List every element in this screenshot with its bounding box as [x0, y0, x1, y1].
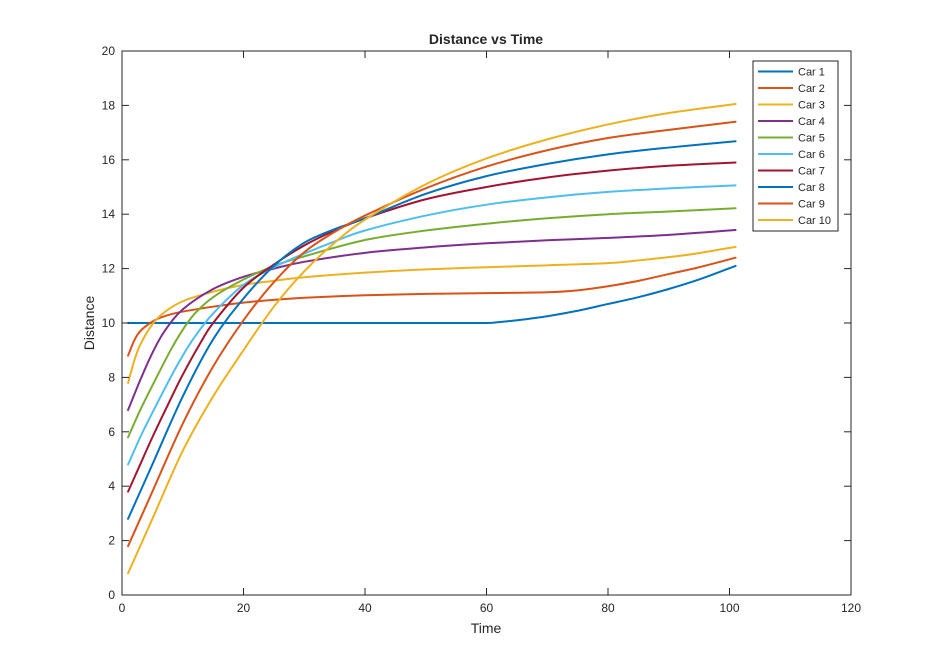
y-tick-label: 2	[108, 534, 115, 548]
series-line-7	[127, 161, 737, 493]
y-tick-label: 18	[102, 98, 116, 112]
legend-label: Car 9	[798, 199, 825, 211]
chart-title: Distance vs Time	[429, 31, 543, 47]
x-tick-label: 60	[480, 601, 494, 615]
legend-label: Car 10	[798, 215, 831, 227]
series-line-1	[127, 264, 737, 325]
series-line-8	[127, 140, 737, 520]
series-line-10	[127, 103, 737, 575]
legend-label: Car 1	[798, 67, 825, 79]
x-tick-label: 40	[358, 601, 372, 615]
x-tick-label: 120	[841, 601, 861, 615]
y-tick-label: 14	[102, 207, 116, 221]
x-axis: 0 20 40 60 80 100 120	[119, 51, 861, 615]
y-tick-label: 16	[102, 153, 116, 167]
series-line-9	[127, 120, 737, 548]
series-line-2	[127, 256, 737, 357]
x-tick-label: 100	[719, 601, 739, 615]
legend-box	[752, 60, 839, 232]
x-tick-label: 20	[237, 601, 251, 615]
series-line-6	[127, 184, 737, 466]
x-axis-label: Time	[471, 620, 502, 636]
legend-label: Car 6	[798, 149, 825, 161]
legend-label: Car 5	[798, 133, 825, 145]
series-line-4	[127, 228, 737, 412]
series-line-3	[127, 245, 737, 384]
legend-label: Car 3	[798, 100, 825, 112]
y-tick-label: 4	[108, 479, 115, 493]
series-layer	[127, 103, 737, 575]
legend-label: Car 7	[798, 166, 825, 178]
legend-label: Car 8	[798, 182, 825, 194]
x-tick-label: 0	[119, 601, 126, 615]
y-axis: 0 2 4 6 8 10 12 14 16 18 20	[102, 44, 851, 602]
y-tick-label: 8	[108, 370, 115, 384]
y-tick-label: 20	[102, 44, 116, 58]
legend-label: Car 2	[798, 83, 825, 95]
y-tick-label: 0	[108, 588, 115, 602]
legend: Car 1 Car 2 Car 3 Car 4 Car 5 Car 6 Car 7 Car 8…	[752, 60, 839, 232]
x-tick-label: 80	[601, 601, 615, 615]
y-tick-label: 6	[108, 425, 115, 439]
y-tick-label: 10	[102, 316, 116, 330]
legend-label: Car 4	[798, 116, 825, 128]
y-tick-label: 12	[102, 262, 116, 276]
y-axis-label: Distance	[81, 296, 97, 351]
